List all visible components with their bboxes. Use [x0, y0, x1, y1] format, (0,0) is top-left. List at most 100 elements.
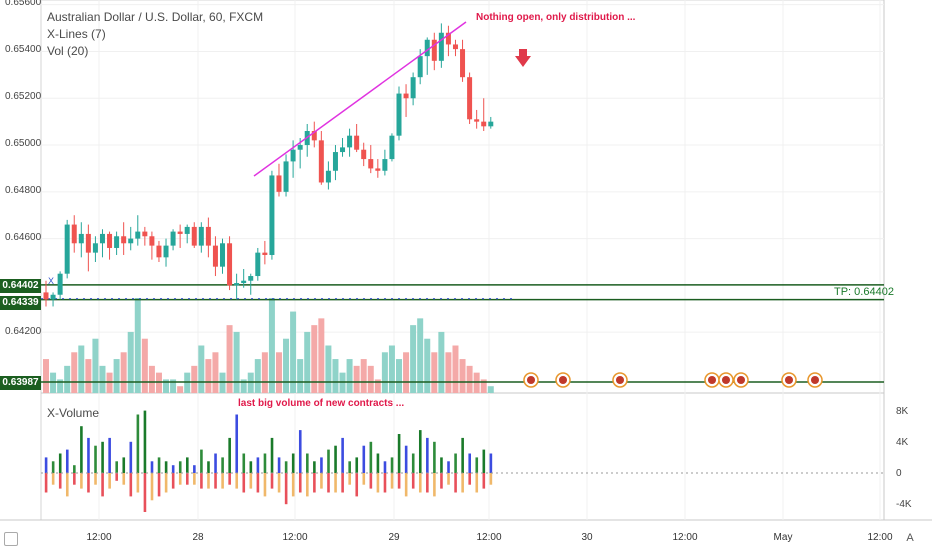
event-flag-icon — [785, 376, 793, 384]
volume-bar — [240, 379, 247, 393]
candle-body — [340, 147, 346, 153]
price-tick: 0.65200 — [5, 91, 42, 102]
event-flag-icon — [811, 376, 819, 384]
xvolume-bar — [440, 473, 443, 489]
xvolume-bar — [214, 453, 217, 473]
xvolume-bar — [334, 473, 337, 493]
candle-body — [212, 245, 218, 267]
xvolume-bar — [228, 437, 231, 473]
xvolume-bar — [94, 473, 97, 485]
candle-body — [467, 77, 473, 120]
xvolume-bar — [249, 461, 253, 473]
price-tick: 0.64600 — [5, 232, 42, 243]
volume-bar — [247, 372, 254, 393]
volume-bar — [163, 379, 170, 393]
volume-bar — [367, 365, 374, 393]
time-tick: 12:00 — [86, 532, 112, 543]
volume-tick: 8K — [896, 406, 909, 417]
settings-icon[interactable] — [4, 532, 18, 546]
xvolume-bar — [263, 473, 267, 497]
volume-bar — [64, 365, 71, 393]
xvolume-bar — [256, 457, 260, 473]
volume-bar — [459, 359, 466, 393]
volume-bar — [445, 352, 452, 393]
candle-body — [269, 175, 275, 255]
xvolume-bar — [475, 473, 479, 493]
xvolume-bar — [306, 473, 309, 497]
x-line-label: X — [48, 276, 55, 286]
xvolume-bar — [164, 461, 168, 473]
indicator-xvolume[interactable]: X-Volume — [47, 406, 100, 420]
volume-bar — [113, 359, 120, 393]
trend-line — [253, 21, 467, 177]
xvolume-bar — [284, 473, 288, 505]
volume-bar — [452, 345, 459, 393]
candle-body — [114, 236, 120, 248]
volume-bar — [170, 379, 177, 393]
candle-body — [205, 226, 211, 246]
xvolume-bar — [87, 473, 90, 493]
volume-bar — [290, 311, 297, 393]
volume-bar — [155, 372, 162, 393]
candle-body — [156, 245, 162, 258]
xvolume-bar — [136, 473, 140, 493]
indicator-xlines[interactable]: X-Lines (7) — [47, 27, 106, 41]
event-flag-icon — [708, 376, 716, 384]
xvolume-bar — [369, 441, 373, 473]
auto-scale-button[interactable]: A — [906, 532, 914, 544]
time-tick: 12:00 — [867, 532, 893, 543]
volume-bar — [487, 386, 494, 393]
xvolume-bar — [263, 453, 267, 473]
event-flag-icon — [527, 376, 535, 384]
candle-body — [375, 168, 381, 171]
xvolume-bar — [200, 449, 203, 473]
tp-label: TP: 0.64402 — [834, 286, 894, 298]
volume-tick: -4K — [896, 499, 912, 510]
xvolume-bar — [73, 465, 76, 473]
volume-bar — [473, 372, 480, 393]
candle-body — [396, 93, 402, 136]
volume-bar — [85, 359, 92, 393]
candle-body — [262, 252, 268, 255]
price-tick: 0.64200 — [5, 326, 42, 337]
xvolume-bar — [207, 461, 210, 473]
candle-body — [92, 243, 98, 253]
xvolume-bar — [461, 473, 464, 493]
candle-body — [424, 39, 430, 57]
xvolume-bar — [221, 457, 224, 473]
time-tick: 29 — [388, 532, 400, 543]
candle-body — [177, 231, 183, 234]
candle-body — [417, 56, 423, 78]
xvolume-bar — [44, 473, 48, 493]
xvolume-bar — [270, 437, 274, 473]
volume-bar — [275, 352, 282, 393]
candle-body — [354, 135, 360, 150]
xvolume-bar — [270, 473, 274, 489]
volume-bar — [318, 318, 325, 393]
volume-tick: 0 — [896, 468, 902, 479]
candle-body — [382, 159, 388, 171]
down-arrow-icon — [515, 49, 531, 67]
xvolume-bar — [108, 473, 111, 489]
volume-bar — [424, 338, 431, 393]
xvolume-bar — [65, 473, 69, 497]
indicator-vol[interactable]: Vol (20) — [47, 44, 89, 58]
volume-bar — [106, 372, 113, 393]
xvolume-bar — [390, 457, 394, 473]
xvolume-bar — [58, 473, 62, 489]
price-badge-top: 0.64402 — [0, 279, 41, 293]
xvolume-bar — [454, 473, 457, 493]
xvolume-bar — [411, 453, 415, 473]
annotation-bottom: last big volume of new contracts ... — [238, 398, 405, 409]
candle-body — [297, 145, 303, 150]
xvolume-bar — [87, 437, 90, 473]
xvolume-bar — [433, 473, 436, 497]
volume-bar — [198, 345, 205, 393]
volume-bar — [417, 318, 424, 393]
volume-bar — [134, 298, 141, 393]
candle-body — [57, 273, 63, 295]
event-flag-icon — [722, 376, 730, 384]
candle-body — [135, 231, 141, 239]
volume-bar — [381, 352, 388, 393]
